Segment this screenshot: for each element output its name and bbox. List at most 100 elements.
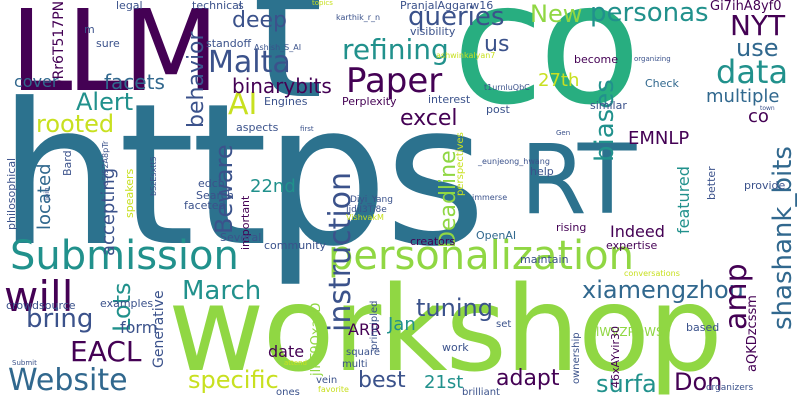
word-t: t	[252, 0, 324, 139]
word-submission: Submission	[10, 233, 239, 279]
word-rt: RT	[520, 124, 636, 236]
word-rooted: rooted	[36, 110, 115, 138]
word-gi7iha8yf0: Gi7ihA8yf0	[710, 0, 782, 14]
word-favorite: favorite	[318, 385, 349, 394]
word-ashish-s-ai: Ashish_S_AI	[254, 43, 302, 52]
word-provide: provide	[744, 179, 786, 192]
word-ones: ones	[276, 387, 300, 398]
word-biases: biases	[590, 79, 620, 162]
word-ai: AI	[228, 87, 258, 122]
word-square: square	[346, 347, 381, 358]
word-town: town	[760, 105, 775, 112]
word-surfa: surfa	[596, 370, 657, 398]
word-form: form	[120, 318, 158, 337]
word-ashwinkalyan7: ashwinkalyan7	[436, 51, 496, 60]
word-21st: 21st	[424, 372, 464, 393]
word-openai: OpenAI	[476, 229, 517, 242]
word-creators: creators	[410, 235, 456, 248]
word-eunjeong-hwang: _eunjeong_hwang	[478, 157, 550, 166]
word-bring: bring	[26, 304, 94, 334]
word-malta: Malta	[208, 45, 291, 80]
word-alert: Alert	[76, 88, 134, 116]
word-several: Several	[220, 231, 262, 244]
word-cover: cover	[14, 72, 59, 91]
word-arr: ARR	[348, 320, 382, 339]
word-check: Check	[645, 77, 679, 90]
word-similar: similar	[590, 99, 627, 112]
word-submit: Submit	[12, 359, 37, 367]
word-better: better	[705, 166, 718, 200]
word-visibility: visibility	[410, 25, 456, 38]
word-organizing: organizing	[634, 55, 671, 63]
word-jan: Jan	[388, 314, 416, 335]
word-perspectives: perspectives	[455, 132, 466, 196]
word-website: Website	[8, 363, 128, 398]
word-facets: facets	[104, 70, 165, 94]
word-use: use	[736, 34, 779, 62]
word-aqkdzcssm: aQKDzcssm	[745, 295, 760, 372]
word-queries: queries	[408, 2, 505, 32]
word-examples: examples	[100, 297, 154, 310]
word-indeed: Indeed	[610, 222, 665, 241]
word-standoff: standoff	[206, 37, 252, 50]
word-46xayvir30: 46xAYvir30	[609, 326, 622, 388]
word-sure: sure	[96, 37, 120, 50]
word-faceted: faceted	[184, 199, 226, 212]
word-become: become	[574, 53, 619, 66]
word-shashank-bits: shashank_bits	[768, 146, 798, 330]
word-help: help	[530, 165, 554, 178]
word-behavior: behavior	[184, 31, 209, 128]
word-lwvzpdwsii: lWVZPDWSii	[596, 325, 671, 339]
word-personalization: personalization	[328, 233, 634, 279]
word-us: us	[484, 32, 510, 57]
word-data: data	[716, 53, 789, 91]
word-27th: 27th	[538, 70, 580, 91]
word-work: work	[442, 341, 469, 354]
word-co-large: co	[452, 0, 641, 142]
word-gen: Gen	[556, 129, 571, 137]
word-new: New	[530, 0, 583, 28]
word-t1urnluqbc: t1urnluQbC	[484, 83, 530, 92]
word-paper: Paper	[346, 61, 443, 101]
word-first: first	[300, 125, 314, 133]
word-perplexity: Perplexity	[342, 95, 397, 108]
word-search: Search	[196, 189, 234, 202]
word-multiple: multiple	[706, 86, 780, 107]
word-llm: LLM	[10, 0, 219, 117]
word-based: based	[686, 321, 720, 334]
word-legal: legal	[116, 0, 143, 12]
word-pranjalaggarw16: PranjalAggarw16	[400, 0, 494, 12]
word-attend: attend	[284, 359, 307, 367]
word-set: set	[496, 319, 512, 330]
word-date: date	[268, 342, 305, 361]
word-co-small: co	[748, 106, 769, 127]
word-generative: Generative	[151, 290, 167, 368]
word-organizers: organizers	[706, 383, 754, 393]
word-principled: principled	[369, 300, 380, 350]
word-https: https	[0, 62, 486, 290]
word-post: post	[486, 103, 510, 116]
word-aspects: aspects	[236, 121, 279, 134]
word-22nd: 22nd	[250, 176, 296, 197]
word-edchi: edchi	[198, 177, 228, 190]
word-vishvakm: VishvakM	[346, 213, 384, 222]
word-technical: technical	[192, 0, 242, 12]
word-nyt: NYT	[730, 9, 786, 42]
word-m: m	[84, 23, 95, 36]
word-s: s	[238, 0, 244, 12]
word-diyi-yang: Diyi_Yang	[350, 195, 393, 205]
word-crowdsource: crowdsource	[6, 299, 76, 312]
word-multi: multi	[342, 359, 368, 370]
word-interest: interest	[428, 93, 471, 106]
word-philosophical: philosophical	[5, 157, 18, 230]
word-march: March	[182, 276, 262, 306]
word-will: will	[4, 272, 74, 321]
word-ijdii3ti8e: IjdiI3Ti8e	[346, 205, 387, 215]
word-adapt: adapt	[496, 366, 560, 391]
word-engines: Engines	[264, 95, 308, 108]
word-ownership: ownership	[571, 332, 582, 384]
word-conversations: conversations	[624, 269, 680, 278]
word-speakers: speakers	[123, 168, 136, 218]
word-topics: topics	[312, 0, 333, 7]
